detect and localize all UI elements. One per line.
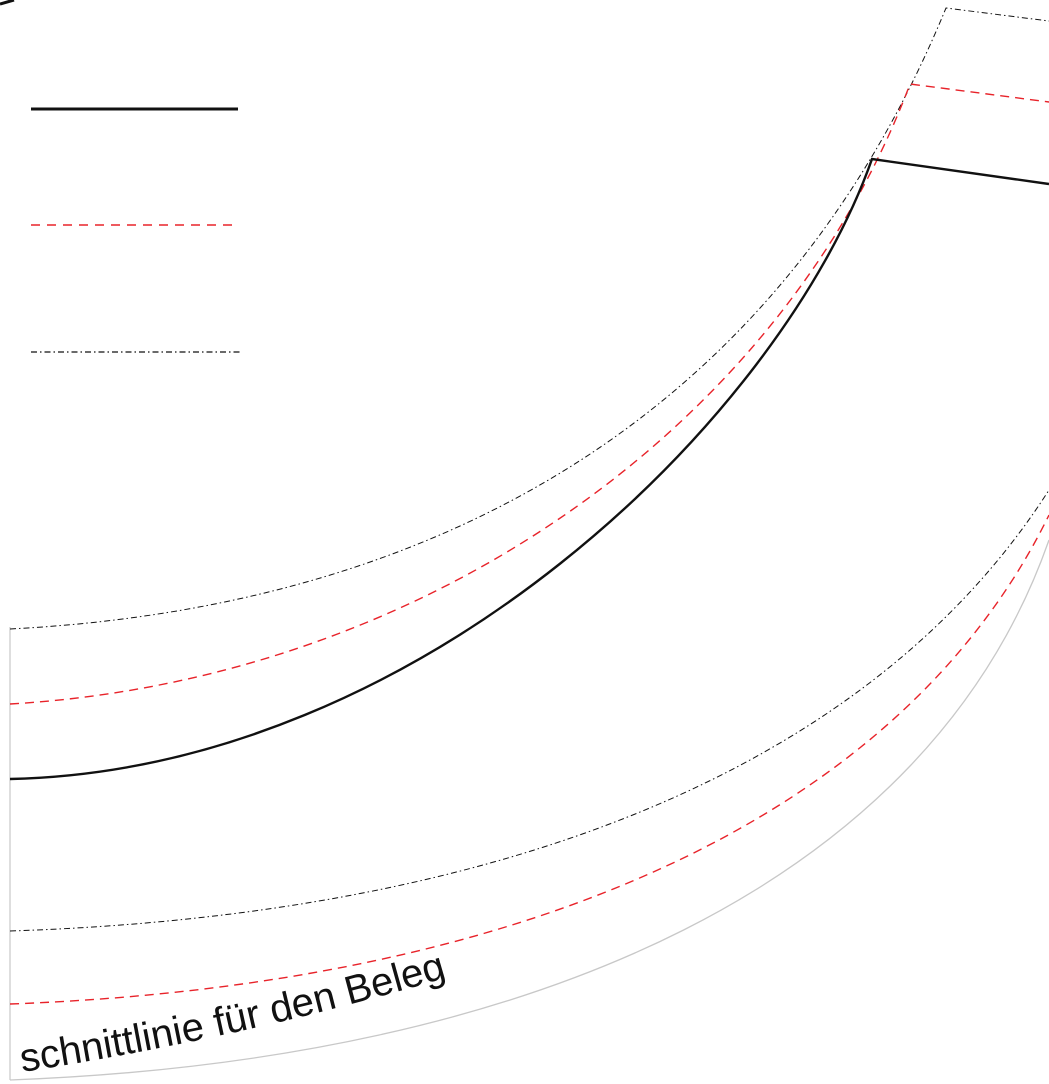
inner-seam-allowance-curve <box>9 83 1049 705</box>
outer-seam-allowance-curve <box>9 514 1049 1005</box>
legend <box>31 107 240 353</box>
neckline-cut-line <box>9 157 1049 781</box>
outer-edge-curve <box>9 539 1049 1081</box>
outer-facing-curve <box>9 489 1049 932</box>
inner-facing-curve <box>9 7 1049 630</box>
corner-mark <box>0 0 15 6</box>
